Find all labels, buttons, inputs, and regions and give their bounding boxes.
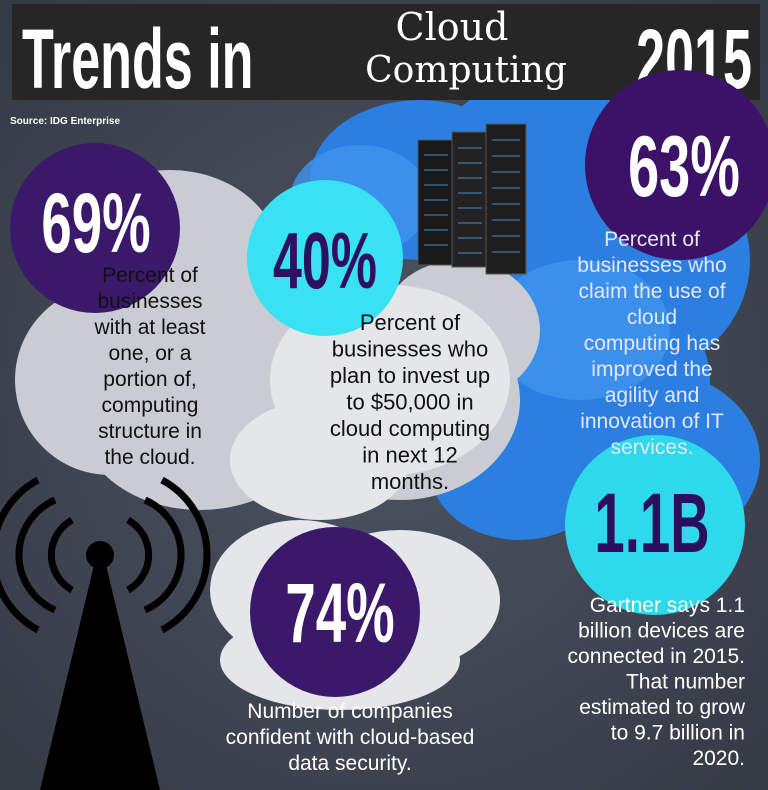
stat-circle — [250, 527, 420, 697]
server-icon — [417, 123, 527, 275]
stat-value-group: 69% — [41, 177, 150, 271]
stat-description: Percent of — [360, 310, 461, 335]
stat-value-group: 1.1B — [594, 477, 709, 571]
stat-description: businesses — [97, 290, 202, 313]
stat-description: estimated to grow — [579, 696, 746, 719]
stat-description: innovation of IT — [580, 410, 724, 433]
source: Source: IDG Enterprise — [10, 116, 120, 127]
stat-value: 69% — [41, 177, 150, 271]
title-cloud: Cloud — [396, 5, 509, 49]
title-left-group: Trends in — [22, 12, 253, 106]
stat-description: agility and — [605, 384, 700, 407]
stat-value: 63% — [628, 119, 740, 215]
stat-circle — [247, 180, 403, 336]
title-left: Trends in — [22, 12, 253, 106]
stat-description: data security. — [288, 752, 411, 775]
stat-description: Number of companies — [247, 700, 452, 723]
stat-value-group: 40% — [273, 217, 377, 306]
stat-description: computing — [102, 394, 199, 417]
stat-description: plan to invest up — [330, 363, 490, 388]
stat-circle — [585, 70, 768, 260]
stat-description: connected in 2015. — [568, 645, 745, 668]
stat-value: 1.1B — [594, 477, 709, 571]
title-computing: Computing — [365, 50, 567, 91]
stat-description: businesses who — [332, 337, 489, 362]
antenna-icon — [0, 476, 211, 634]
stat-description: cloud computing — [330, 416, 490, 441]
stat-circle — [565, 435, 745, 615]
stat-description: Percent of — [604, 228, 700, 251]
stat-description: confident with cloud-based — [226, 726, 475, 749]
stat-description: services. — [611, 436, 694, 459]
stat-description: Gartner says 1.1 — [590, 594, 745, 617]
stat-value: 74% — [285, 567, 394, 661]
stat-circle — [10, 143, 180, 313]
stat-description: in next 12 — [362, 443, 457, 468]
stat-description: one, or a — [109, 342, 192, 365]
stat-description: 2020. — [692, 747, 745, 770]
stat-description: portion of, — [103, 368, 196, 391]
stat-value-group: 63% — [628, 119, 740, 215]
stat-description: Percent of — [102, 264, 198, 287]
stat-value-group: 74% — [285, 567, 394, 661]
stat-value: 40% — [273, 217, 377, 306]
stat-description: the cloud. — [104, 446, 195, 469]
stat-description: months. — [371, 469, 449, 494]
stat-description: to 9.7 billion in — [611, 722, 745, 745]
stat-description: That number — [626, 671, 745, 694]
stat-description: improved the — [591, 358, 712, 381]
stat-description: computing has — [584, 332, 721, 355]
stat-description: cloud — [627, 306, 677, 329]
stat-description: claim the use of — [578, 280, 725, 303]
stat-description: with at least — [94, 316, 206, 339]
stat-description: to $50,000 in — [346, 390, 473, 415]
stat-description: billion devices are — [578, 620, 745, 643]
stat-description: structure in — [98, 420, 202, 443]
stat-description: businesses who — [577, 254, 726, 277]
antenna-tower — [40, 541, 160, 790]
